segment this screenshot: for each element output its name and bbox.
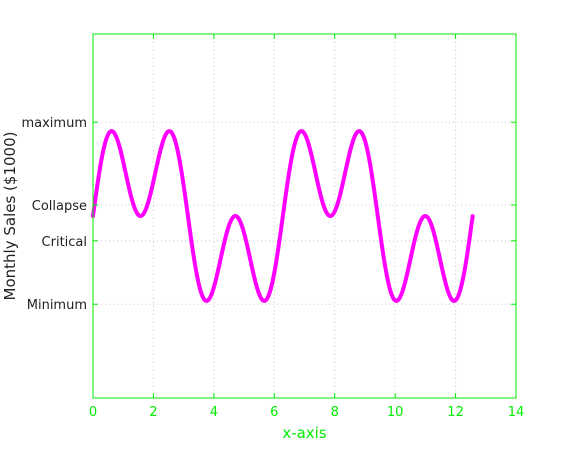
y-tick-label: Critical [42,235,87,250]
series-line [91,129,475,303]
y-axis-ticks: maximum Collapse Critical Minimum [21,116,516,313]
grid [92,34,517,398]
plot-frame [92,33,517,399]
y-tick-label: Minimum [27,298,87,313]
x-tick-label: 2 [149,405,157,420]
x-tick-label: 6 [270,405,278,420]
x-tick-label: 8 [331,405,339,420]
x-tick-label: 0 [89,405,97,420]
x-axis-title: x-axis [282,424,327,442]
x-axis-ticks: 0 2 4 6 8 10 12 14 [89,34,524,420]
y-axis-title: Monthly Sales ($1000) [1,132,19,301]
y-tick-label: Collapse [32,199,87,214]
x-tick-label: 12 [447,405,464,420]
x-tick-label: 10 [387,405,404,420]
x-tick-label: 14 [508,405,525,420]
y-tick-label: maximum [21,116,87,131]
x-tick-label: 4 [210,405,218,420]
